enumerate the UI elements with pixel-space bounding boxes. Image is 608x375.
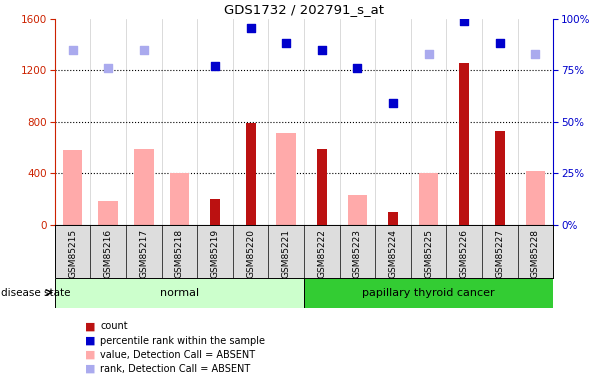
Text: GSM85221: GSM85221 <box>282 229 291 278</box>
Bar <box>459 63 469 225</box>
Text: GSM85219: GSM85219 <box>210 229 219 278</box>
Point <box>495 40 505 46</box>
Text: GSM85227: GSM85227 <box>496 229 505 278</box>
Point <box>317 47 326 53</box>
Bar <box>495 131 505 225</box>
Text: ■: ■ <box>85 350 95 360</box>
Point <box>353 65 362 71</box>
Bar <box>134 149 154 225</box>
Text: ■: ■ <box>85 321 95 331</box>
Text: GSM85217: GSM85217 <box>139 229 148 278</box>
Text: GSM85222: GSM85222 <box>317 229 326 278</box>
Point <box>282 40 291 46</box>
Bar <box>63 150 82 225</box>
Text: GSM85223: GSM85223 <box>353 229 362 278</box>
Point <box>460 18 469 24</box>
Text: value, Detection Call = ABSENT: value, Detection Call = ABSENT <box>100 350 255 360</box>
Text: GSM85216: GSM85216 <box>103 229 112 278</box>
Text: GSM85220: GSM85220 <box>246 229 255 278</box>
Bar <box>526 171 545 225</box>
Bar <box>388 212 398 225</box>
Text: count: count <box>100 321 128 331</box>
Text: GSM85228: GSM85228 <box>531 229 540 278</box>
Bar <box>246 123 255 225</box>
Bar <box>55 278 304 308</box>
Bar <box>419 173 438 225</box>
Bar <box>348 195 367 225</box>
Point <box>388 99 398 105</box>
Bar <box>277 134 296 225</box>
Bar <box>210 199 220 225</box>
Text: disease state: disease state <box>1 288 71 297</box>
Point <box>103 65 113 71</box>
Bar <box>317 149 326 225</box>
Text: rank, Detection Call = ABSENT: rank, Detection Call = ABSENT <box>100 364 250 374</box>
Text: GSM85225: GSM85225 <box>424 229 433 278</box>
Text: ■: ■ <box>85 364 95 374</box>
Point <box>424 51 434 57</box>
Text: ■: ■ <box>85 336 95 345</box>
Point <box>531 51 541 57</box>
Bar <box>170 173 189 225</box>
Point <box>246 25 255 31</box>
Text: normal: normal <box>160 288 199 297</box>
Title: GDS1732 / 202791_s_at: GDS1732 / 202791_s_at <box>224 3 384 16</box>
Point <box>139 47 148 53</box>
Bar <box>304 278 553 308</box>
Text: GSM85215: GSM85215 <box>68 229 77 278</box>
Point <box>67 47 77 53</box>
Bar <box>98 201 118 225</box>
Text: GSM85218: GSM85218 <box>175 229 184 278</box>
Text: GSM85226: GSM85226 <box>460 229 469 278</box>
Point <box>210 63 220 69</box>
Text: percentile rank within the sample: percentile rank within the sample <box>100 336 265 345</box>
Text: GSM85224: GSM85224 <box>389 229 398 278</box>
Text: papillary thyroid cancer: papillary thyroid cancer <box>362 288 495 297</box>
